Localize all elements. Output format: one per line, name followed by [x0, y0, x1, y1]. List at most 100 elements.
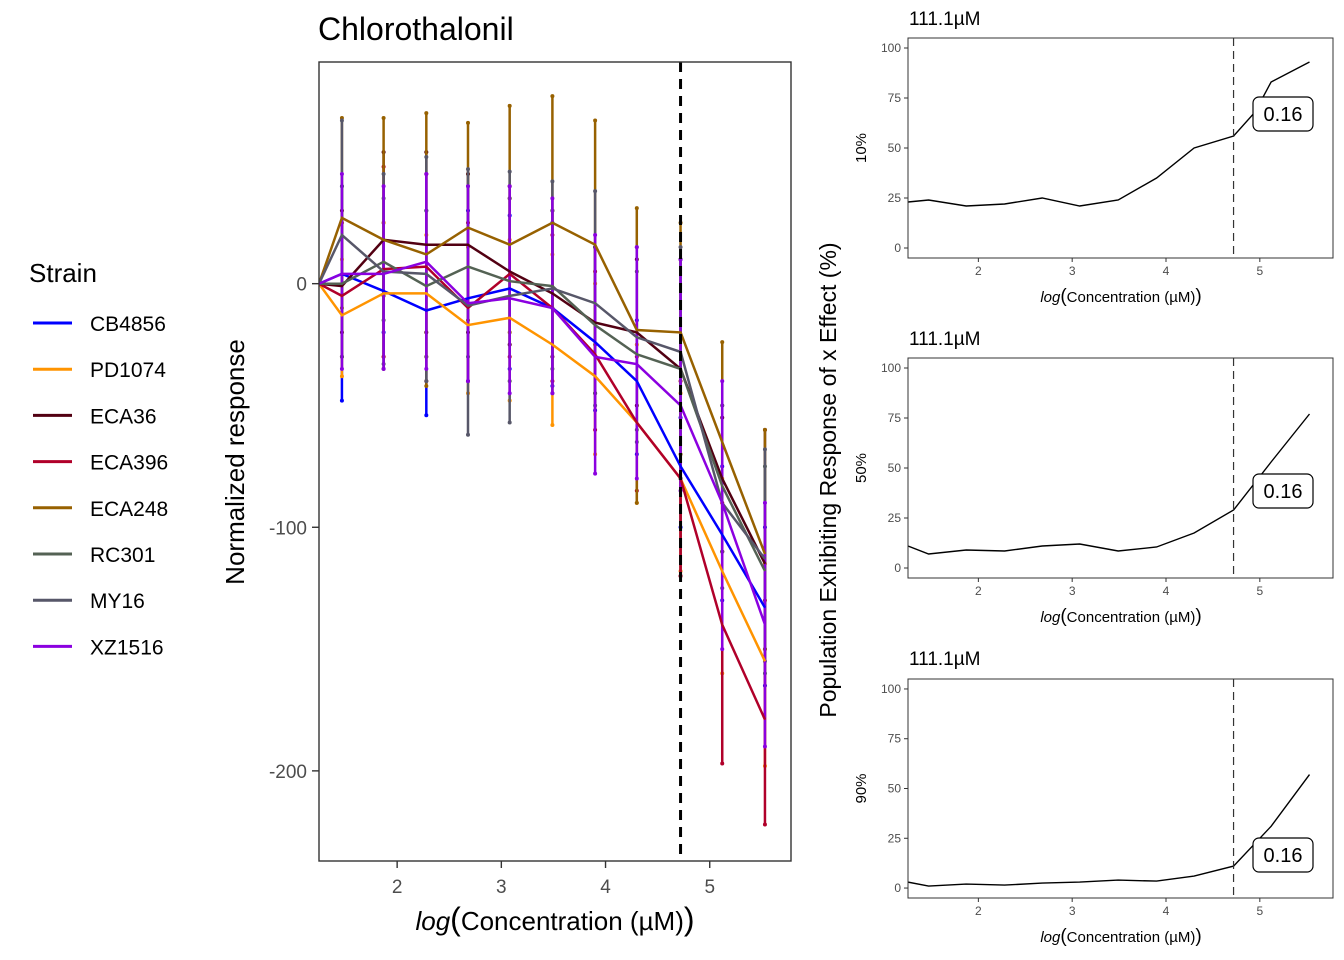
series-line-XZ1516: [319, 260, 767, 626]
panel-x-axis-label-text: Concentration (µM): [1067, 609, 1196, 626]
panel-x-axis-label: log(Concentration (µM)): [1040, 606, 1201, 627]
panel-x-axis-label-log: log: [1040, 929, 1061, 946]
error-cap-upper-MY16-3: [424, 155, 429, 160]
legend-label-PD1074: PD1074: [90, 359, 166, 382]
error-cap-upper-XZ1516-2: [381, 184, 386, 189]
error-cap-lower-XZ1516-5: [507, 391, 512, 396]
legend: Strain CB4856 PD1074 ECA36 ECA396 ECA248 RC30…: [29, 258, 168, 659]
error-cap-lower-MY16-4: [465, 432, 470, 437]
panel-x-tick-label-4: 4: [1163, 904, 1170, 918]
error-cap-lower-XZ1516-10: [720, 647, 725, 652]
error-cap-lower-ECA248-3: [424, 383, 429, 388]
series-line-MY16: [319, 232, 766, 560]
main-chart: Chlorothalonil 2 3 4 5 0 -100 -200 Normalized …: [220, 11, 792, 937]
main-panel-border: [318, 61, 792, 862]
panel-y-tick-label-100: 100: [881, 41, 901, 55]
error-cap-upper-ECA248-7: [593, 118, 598, 123]
panel-series-line: [908, 413, 1311, 555]
y-axis-label: Normalized response: [220, 339, 250, 585]
series-line-CB4856: [319, 272, 767, 609]
panel-y-tick-label-0: 0: [894, 241, 901, 255]
panel-y-tick-label-25: 25: [888, 831, 902, 845]
error-cap-upper-MY16-5: [507, 169, 512, 174]
error-cap-upper-ECA248-11: [762, 427, 767, 432]
panel-x-axis-label: log(Concentration (µM)): [1040, 926, 1201, 947]
legend-label-MY16: MY16: [90, 590, 145, 613]
error-cap-lower-CB4856-3: [424, 413, 429, 418]
x-tick-label-3: 3: [496, 877, 507, 898]
error-cap-upper-ECA248-5: [507, 103, 512, 108]
error-cap-lower-CB4856-1: [339, 398, 344, 403]
panel-x-tick-label-3: 3: [1069, 904, 1076, 918]
panel-y-axis-label: 90%: [853, 773, 870, 803]
annotation-box: [1252, 96, 1314, 132]
x-axis-label-text: Concentration (µM): [461, 906, 684, 936]
panel-y-tick-label-50: 50: [888, 141, 902, 155]
series-line-ECA248: [319, 216, 767, 555]
panel-title: 111.1µM: [909, 9, 981, 30]
error-cap-upper-ECA248-4: [465, 120, 470, 125]
panel-y-tick-label-75: 75: [888, 411, 902, 425]
panel-x-axis-label: log(Concentration (µM)): [1040, 286, 1201, 307]
panel-series-line: [908, 774, 1311, 887]
error-cap-lower-XZ1516-6: [550, 391, 555, 396]
legend-label-CB4856: CB4856: [90, 313, 166, 336]
error-cap-lower-XZ1516-11: [762, 744, 767, 749]
panel-x-tick-label-5: 5: [1256, 904, 1263, 918]
error-cap-upper-ECA248-10: [720, 340, 725, 345]
panel-x-axis-label-text: Concentration (µM): [1067, 929, 1196, 946]
panel-x-tick-label-4: 4: [1163, 264, 1170, 278]
panel-x-tick-label-3: 3: [1069, 264, 1076, 278]
error-cap-upper-MY16-9: [678, 245, 683, 250]
error-cap-upper-XZ1516-5: [507, 184, 512, 189]
panel-y-tick-label-0: 0: [894, 881, 901, 895]
error-cap-lower-MY16-3: [424, 379, 429, 384]
error-cap-lower-XZ1516-1: [339, 366, 344, 371]
x-axis-label: log(Concentration (µM)): [415, 901, 694, 937]
error-cap-lower-PD1074-1: [339, 374, 344, 379]
panel-y-tick-label-75: 75: [888, 732, 902, 746]
error-cap-lower-ECA396-10: [720, 761, 725, 766]
panel-y-axis-label: 10%: [853, 133, 870, 163]
panel-x-tick-label-3: 3: [1069, 584, 1076, 598]
error-cap-upper-ECA248-3: [424, 111, 429, 116]
error-cap-lower-XZ1516-3: [424, 366, 429, 371]
legend-label-ECA36: ECA36: [90, 405, 157, 428]
panel-x-tick-label-2: 2: [975, 904, 982, 918]
panel-x-tick-label-2: 2: [975, 584, 982, 598]
error-cap-upper-XZ1516-3: [424, 172, 429, 177]
panel-y-tick-label-50: 50: [888, 782, 902, 796]
panel-x-axis-label-log: log: [1040, 289, 1061, 306]
annotation-box: [1252, 837, 1314, 873]
panel-y-tick-label-25: 25: [888, 511, 902, 525]
x-tick-label-2: 2: [392, 877, 403, 898]
annotation-label: 0.16: [1264, 481, 1303, 503]
x-tick-label-4: 4: [600, 877, 611, 898]
error-cap-lower-XZ1516-4: [465, 379, 470, 384]
legend-label-XZ1516: XZ1516: [90, 636, 164, 659]
panel-x-axis-label-text: Concentration (µM): [1067, 289, 1196, 306]
annotation-label: 0.16: [1264, 845, 1303, 867]
panel-x-axis-label-log: log: [1040, 609, 1061, 626]
error-cap-lower-ECA248-8: [634, 500, 639, 505]
error-cap-lower-XZ1516-2: [381, 366, 386, 371]
x-tick-label-5: 5: [704, 877, 715, 898]
error-cap-upper-XZ1516-11: [762, 500, 767, 505]
panel-x-tick-label-2: 2: [975, 264, 982, 278]
error-cap-upper-ECA248-6: [550, 94, 555, 99]
panel-series-line: [908, 61, 1310, 207]
error-cap-upper-XZ1516-8: [634, 245, 639, 250]
error-cap-lower-XZ1516-7: [593, 471, 598, 476]
error-cap-upper-XZ1516-10: [720, 379, 725, 384]
series-line-PD1074: [319, 282, 767, 662]
legend-label-ECA396: ECA396: [90, 452, 168, 475]
legend-label-RC301: RC301: [90, 544, 155, 567]
error-cap-upper-XZ1516-7: [593, 232, 598, 237]
panel-border: [907, 357, 1334, 579]
panel-y-tick-label-25: 25: [888, 191, 902, 205]
error-cap-upper-ECA248-2: [381, 116, 386, 121]
error-cap-upper-MY16-11: [762, 447, 767, 452]
